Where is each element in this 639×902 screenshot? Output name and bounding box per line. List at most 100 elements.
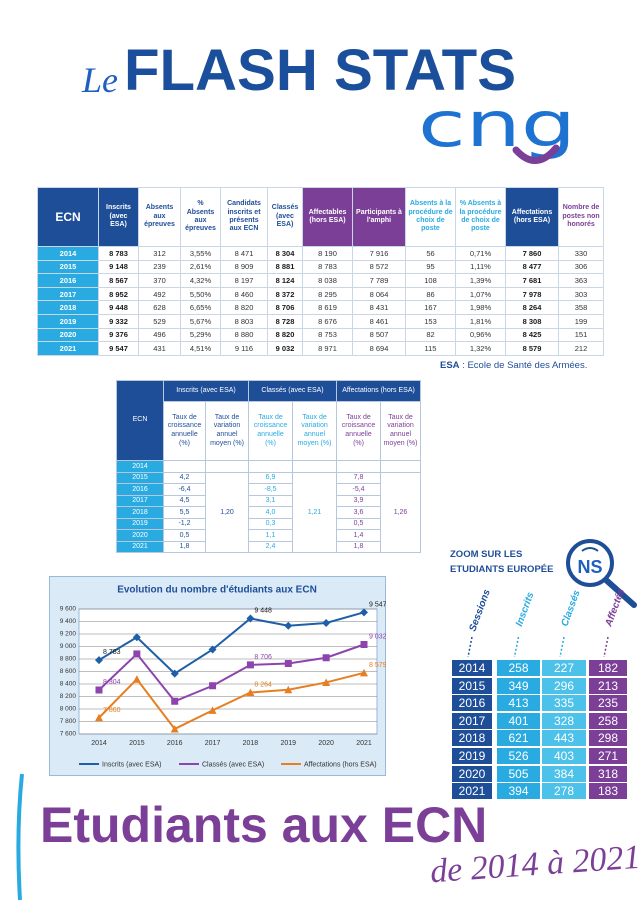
cell: 7 681	[505, 273, 559, 288]
zoom-cell: 526	[497, 748, 540, 764]
dash	[559, 636, 565, 658]
row: 2016 -6,4 -8,5 -5,4	[116, 483, 421, 496]
row: 2020 0,5 1,1 1,4	[116, 529, 421, 542]
column-header: Sessions	[467, 588, 493, 633]
x-tick-label: 2014	[91, 740, 107, 747]
cell: 8 038	[302, 273, 353, 288]
row: 2021 9 547 431 4,51% 9 116 9 032 8 971 8 694 115…	[37, 341, 604, 356]
cell: 5,67%	[180, 313, 221, 329]
marker	[246, 661, 254, 669]
cell: 8 304	[267, 246, 303, 261]
cell: 8 572	[352, 259, 406, 275]
zoom-cell: 328	[542, 712, 586, 729]
sub-header: Taux de variation annuel moyen (%)	[292, 401, 338, 461]
zoom-cell: 258	[497, 660, 540, 676]
dash	[467, 636, 473, 658]
cell: 431	[138, 341, 181, 356]
zoom-cell: 2021	[452, 783, 492, 800]
marker	[322, 678, 331, 686]
cell: 8 820	[267, 327, 303, 343]
column-header: Absents aux épreuves	[138, 187, 181, 247]
cell: 8 881	[267, 259, 303, 275]
zoom-cell: 335	[542, 695, 586, 712]
row: 2014 8 783 312 3,55% 8 471 8 304 8 190 7 916 56 0…	[37, 246, 604, 261]
row: 2015 9 148 239 2,61% 8 909 8 881 8 783 8 572 95 1…	[37, 259, 604, 275]
cell: 8 783	[302, 259, 353, 275]
cell: 303	[558, 286, 604, 302]
group-header: Inscrits (avec ESA)	[162, 380, 250, 402]
cell: 199	[558, 313, 604, 329]
year: 2021	[116, 540, 164, 553]
row: 2020 9 376 496 5,29% 8 880 8 820 8 753 8 507 82 0…	[37, 327, 604, 343]
marker	[360, 608, 368, 617]
cell: 8 909	[220, 259, 268, 275]
zoom-cell: 2016	[452, 695, 492, 712]
header-row: ECN Inscrits (avec ESA) Absents aux épreuv…	[37, 187, 604, 247]
cell: 8 507	[352, 327, 406, 343]
column-header: Affectables (hors ESA)	[302, 187, 353, 247]
marker	[171, 697, 179, 705]
y-tick-label: 9 000	[60, 643, 77, 650]
group-row: ECN Inscrits (avec ESA) Classés (avec ESA)…	[116, 380, 422, 461]
cell: 212	[558, 341, 604, 356]
year: 2017	[116, 494, 164, 507]
growth-cell: 1,8	[163, 540, 206, 553]
cell: 5,29%	[180, 327, 221, 343]
cell: 8 197	[220, 273, 268, 288]
dash	[603, 636, 609, 658]
growth-table: ECN Inscrits (avec ESA) Classés (avec ESA)…	[116, 380, 422, 553]
zoom-cell: 258	[589, 712, 627, 729]
cell: 358	[558, 300, 604, 315]
y-tick-label: 7 600	[60, 731, 77, 738]
cell: 8 567	[98, 273, 139, 288]
cell: 3,55%	[180, 246, 221, 261]
cell: 8 372	[267, 286, 303, 302]
cell: 8 783	[98, 246, 139, 261]
cell: 8 579	[505, 341, 559, 356]
growth-cell: 4,2	[163, 471, 206, 484]
growth-cell: 5,5	[163, 506, 206, 519]
growth-cell: 3,1	[248, 494, 294, 507]
value-label: 7 860	[103, 707, 121, 714]
cell: 8 694	[352, 341, 406, 356]
y-tick-label: 9 200	[60, 631, 77, 638]
column-header: Participants à l'amphi	[352, 187, 406, 247]
row: 2019 9 332 529 5,67% 8 803 8 728 8 676 8 461 153…	[37, 313, 604, 329]
cell: 9 148	[98, 259, 139, 275]
marker	[246, 688, 255, 696]
cell: 8 820	[220, 300, 268, 315]
zoom-cell: 182	[589, 660, 627, 676]
column-header: Nombre de postes non honorés	[558, 187, 604, 247]
sub-header: Taux de croissance annuelle (%)	[248, 401, 294, 461]
cell: 86	[405, 286, 456, 302]
zoom-title: ZOOM SUR LES	[450, 549, 522, 560]
cell: 56	[405, 246, 456, 261]
zoom-cell: 213	[589, 677, 627, 694]
zoom-cell: 443	[542, 730, 586, 747]
chart: Evolution du nombre d'étudiants aux ECN …	[49, 576, 386, 776]
side-stroke	[16, 773, 24, 901]
cell: 82	[405, 327, 456, 343]
cell: 9 332	[98, 313, 139, 329]
row: 2016 8 567 370 4,32% 8 197 8 124 8 038 7 789 108…	[37, 273, 604, 288]
value-label: 8 579	[369, 662, 386, 669]
growth-cell: -6,4	[163, 483, 206, 496]
column-header: Classés	[559, 588, 582, 628]
cell: 8 425	[505, 327, 559, 343]
note: ESA : Ecole de Santé des Armées.	[440, 360, 587, 371]
cell: 492	[138, 286, 181, 302]
cell: 8 264	[505, 300, 559, 315]
growth-cell: -8,5	[248, 483, 294, 496]
zoom-cell: 349	[497, 677, 540, 694]
zoom-panel: ZOOM SUR LES ETUDIANTS EUROPÉE NS Sessio…	[450, 539, 637, 658]
cell: 0,96%	[455, 327, 506, 343]
cell: 7 789	[352, 273, 406, 288]
value-label: 8 264	[254, 682, 272, 689]
zoom-cell: 183	[589, 783, 627, 800]
side-bar	[16, 773, 24, 901]
cell: 363	[558, 273, 604, 288]
cell: 529	[138, 313, 181, 329]
cell: 2016	[37, 273, 99, 288]
growth-cell: 0,5	[336, 517, 382, 530]
zoom-cell: 621	[497, 730, 540, 747]
